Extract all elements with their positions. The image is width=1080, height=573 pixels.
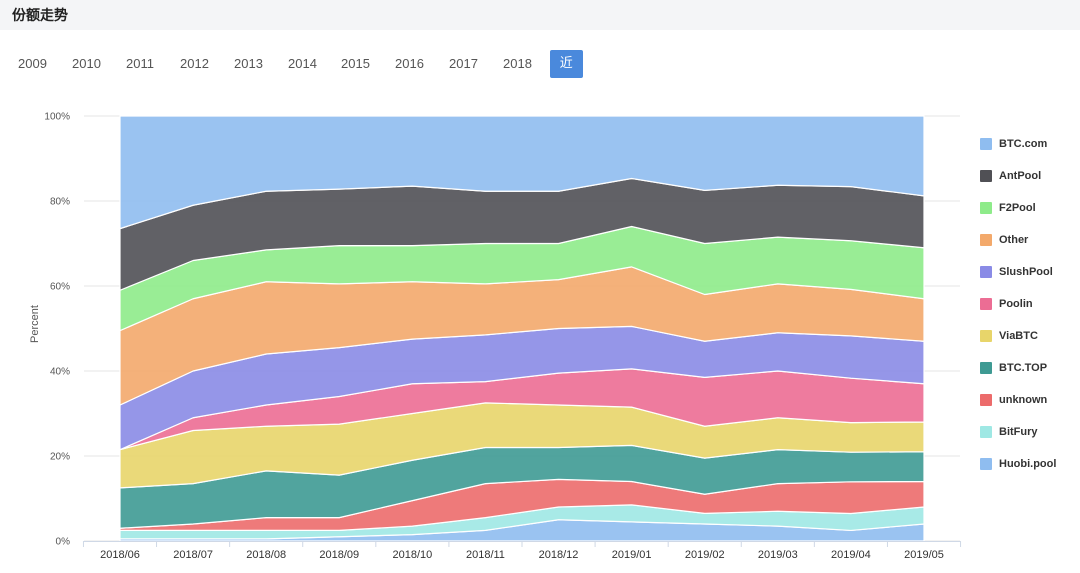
y-axis-title: Percent [28,305,41,343]
legend-label: F2Pool [999,202,1036,214]
tab-2018[interactable]: 2018 [503,56,532,71]
y-tick-label: 0% [56,537,71,548]
y-tick-label: 100% [44,112,70,123]
tab-2012[interactable]: 2012 [180,56,209,71]
x-tick-label: 2018/08 [246,549,286,561]
series-area-btc-com [119,115,925,230]
tab-2011[interactable]: 2011 [126,56,154,71]
legend-label: Poolin [999,298,1033,310]
legend-item-bitfury[interactable]: BitFury [980,425,1038,439]
legend-label: AntPool [999,170,1042,182]
legend-swatch [980,170,992,182]
x-tick-label: 2018/11 [466,549,505,561]
legend-item-other[interactable]: Other [980,233,1028,247]
legend-item-huobi-pool[interactable]: Huobi.pool [980,457,1056,471]
legend-swatch [980,266,992,278]
legend-item-poolin[interactable]: Poolin [980,297,1033,311]
x-tick-label: 2019/05 [904,549,944,561]
legend-label: BTC.com [999,138,1048,150]
tab-2010[interactable]: 2010 [72,56,101,71]
x-tick-label: 2019/01 [612,549,652,561]
legend-item-unknown[interactable]: unknown [980,393,1047,407]
legend-item-slushpool[interactable]: SlushPool [980,265,1053,279]
area-layers [119,115,925,542]
x-tick-label: 2018/07 [173,549,213,561]
page-title: 份额走势 [12,8,68,24]
x-tick-label: 2018/06 [100,549,140,561]
tab-2014[interactable]: 2014 [288,56,317,71]
legend-swatch [980,138,992,150]
legend-item-antpool[interactable]: AntPool [980,169,1041,183]
tab-2013[interactable]: 2013 [234,56,263,71]
legend-label: Other [999,234,1029,246]
y-tick-label: 20% [50,452,70,463]
x-tick-label: 2018/10 [392,549,432,561]
legend-swatch [980,426,992,438]
legend-label: BitFury [999,426,1038,438]
legend-swatch [980,202,992,214]
x-tick-label: 2019/02 [685,549,725,561]
legend-label: Huobi.pool [999,458,1057,470]
legend-label: BTC.TOP [999,362,1048,374]
y-tick-label: 40% [50,367,70,378]
legend-item-btc-com[interactable]: BTC.com [980,137,1047,151]
legend-item-f2pool[interactable]: F2Pool [980,201,1036,215]
x-tick-label: 2018/09 [319,549,359,561]
legend-item-btc-top[interactable]: BTC.TOP [980,361,1047,375]
y-tick-label: 60% [50,282,70,293]
tab-2009[interactable]: 2009 [18,56,47,71]
legend-label: unknown [999,394,1048,406]
legend-item-viabtc[interactable]: ViaBTC [980,329,1038,343]
legend-label: ViaBTC [999,330,1038,342]
tab-2017[interactable]: 2017 [449,56,478,71]
x-tick-label: 2019/04 [831,549,871,561]
header-bar: 份额走势 [0,0,1080,30]
legend-swatch [980,234,992,246]
x-tick-label: 2018/12 [539,549,579,561]
legend-swatch [980,298,992,310]
tab-2016[interactable]: 2016 [395,56,424,71]
y-tick-label: 80% [50,197,70,208]
legend-label: SlushPool [999,266,1053,278]
legend-swatch [980,330,992,342]
legend-swatch [980,394,992,406]
legend-swatch [980,458,992,470]
legend-swatch [980,362,992,374]
tab-2015[interactable]: 2015 [341,56,370,71]
x-tick-label: 2019/03 [758,549,798,561]
